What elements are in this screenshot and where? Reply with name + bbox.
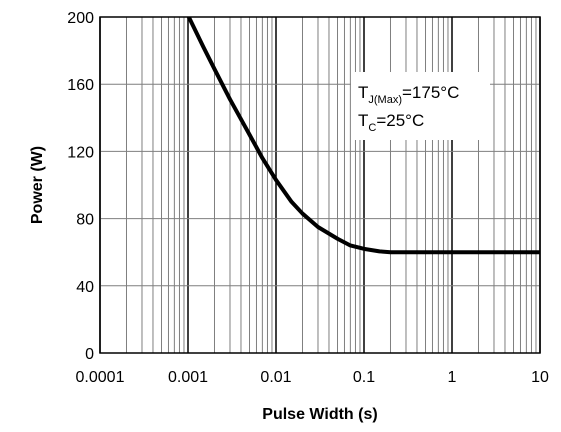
- annotation-box: [351, 72, 490, 140]
- y-axis-title: Power (W): [29, 146, 46, 224]
- x-tick-label: 10: [531, 369, 549, 386]
- annotation-layer: TJ(Max)=175°C TC=25°C: [351, 72, 490, 140]
- plot-frame: [99, 16, 541, 354]
- x-tick-label: 0.001: [168, 369, 208, 386]
- y-tick-label: 120: [67, 144, 94, 161]
- y-tick-labels: 0 40 80 120 160 200: [67, 10, 94, 363]
- grid: [99, 16, 541, 354]
- x-axis-title: Pulse Width (s): [262, 406, 377, 423]
- y-tick-label: 40: [76, 279, 94, 296]
- y-tick-label: 160: [67, 77, 94, 94]
- x-tick-label: 0.1: [353, 369, 375, 386]
- series-layer: [186, 17, 540, 255]
- x-tick-labels: 0.0001 0.001 0.01 0.1 1 10: [76, 369, 549, 386]
- annotation-tj-max: TJ(Max)=175°C: [358, 83, 459, 106]
- power-curve: [186, 17, 540, 255]
- x-tick-label: 0.01: [260, 369, 291, 386]
- y-tick-label: 200: [67, 10, 94, 27]
- y-tick-label: 80: [76, 212, 94, 229]
- y-tick-label: 0: [85, 346, 94, 363]
- x-tick-label: 1: [448, 369, 457, 386]
- annotation-tc: TC=25°C: [358, 111, 424, 134]
- x-tick-label: 0.0001: [76, 369, 125, 386]
